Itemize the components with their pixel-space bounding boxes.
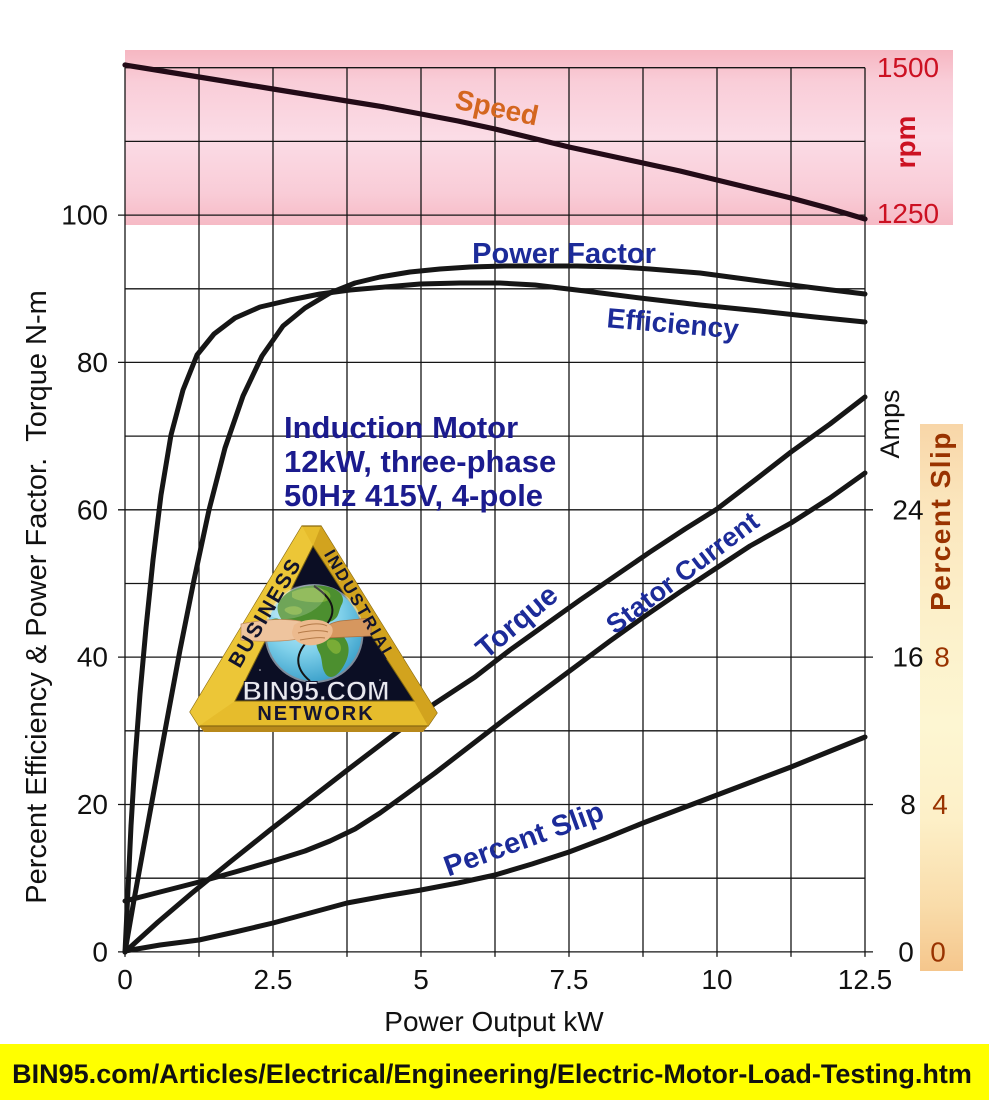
svg-text:1500: 1500 (877, 52, 939, 83)
svg-text:60: 60 (77, 494, 108, 525)
svg-text:Induction Motor: Induction Motor (284, 410, 518, 445)
svg-text:0: 0 (930, 936, 946, 967)
svg-text:0: 0 (92, 936, 108, 967)
svg-text:2.5: 2.5 (254, 964, 293, 995)
svg-text:100: 100 (61, 200, 108, 231)
svg-text:BIN95.COM: BIN95.COM (242, 676, 389, 706)
svg-text:40: 40 (77, 642, 108, 673)
svg-text:rpm: rpm (890, 116, 921, 169)
svg-text:16: 16 (892, 642, 923, 673)
svg-text:Power Factor: Power Factor (472, 238, 656, 270)
svg-text:10: 10 (701, 964, 732, 995)
svg-text:20: 20 (77, 789, 108, 820)
svg-text:5: 5 (413, 964, 429, 995)
svg-text:8: 8 (900, 789, 916, 820)
svg-text:Percent Slip: Percent Slip (925, 431, 956, 611)
svg-text:BIN95.com/Articles/Electrical/: BIN95.com/Articles/Electrical/Engineerin… (12, 1059, 972, 1089)
svg-text:50Hz 415V, 4-pole: 50Hz 415V, 4-pole (284, 478, 543, 513)
svg-text:7.5: 7.5 (550, 964, 589, 995)
svg-text:1250: 1250 (877, 198, 939, 229)
svg-text:NETWORK: NETWORK (257, 703, 374, 725)
svg-text:12.5: 12.5 (838, 964, 893, 995)
svg-text:Percent Efficiency & Power Fac: Percent Efficiency & Power Factor. Torqu… (21, 290, 53, 904)
svg-text:80: 80 (77, 347, 108, 378)
svg-text:Power Output kW: Power Output kW (384, 1006, 604, 1037)
svg-text:24: 24 (892, 494, 923, 525)
svg-text:12kW, three-phase: 12kW, three-phase (284, 444, 556, 479)
svg-text:0: 0 (117, 964, 133, 995)
svg-text:8: 8 (934, 642, 950, 673)
svg-text:0: 0 (898, 936, 914, 967)
svg-text:Amps: Amps (875, 389, 905, 458)
svg-text:4: 4 (932, 789, 948, 820)
